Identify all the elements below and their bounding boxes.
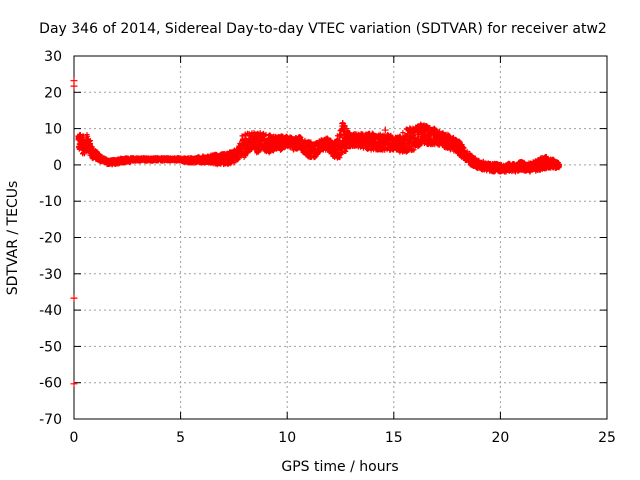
y-tick-label: -20 [39, 231, 62, 247]
x-tick-label: 25 [598, 430, 616, 446]
data-point [85, 133, 91, 139]
y-tick-label: -30 [39, 267, 62, 283]
y-tick-label: -40 [39, 303, 62, 319]
grid-layer [74, 56, 607, 419]
x-tick-label: 15 [385, 430, 403, 446]
chart-title: Day 346 of 2014, Sidereal Day-to-day VTE… [39, 21, 607, 37]
y-tick-label: 20 [44, 85, 62, 101]
y-tick-label: -10 [39, 194, 62, 210]
outlier-point [70, 380, 78, 388]
x-tick-label: 20 [491, 430, 509, 446]
y-tick-label: -70 [39, 412, 62, 428]
y-axis-label: SDTVAR / TECUs [5, 181, 21, 296]
outlier-point [70, 294, 78, 302]
tick-label-layer: 30 20 10 0 -10 -20 -30 -40 -50 -60 -70 0 5 10 15 20 25 [39, 49, 616, 446]
x-axis-label: GPS time / hours [281, 459, 398, 475]
y-tick-label: 0 [53, 158, 62, 174]
y-tick-label: -60 [39, 376, 62, 392]
x-tick-label: 0 [70, 430, 79, 446]
x-tick-label: 10 [278, 430, 296, 446]
data-point [343, 148, 349, 154]
tick-mark-layer [73, 55, 608, 420]
outlier-point [70, 82, 78, 90]
y-tick-label: 10 [44, 122, 62, 138]
x-tick-label: 5 [176, 430, 185, 446]
y-tick-label: 30 [44, 49, 62, 65]
y-tick-label: -50 [39, 339, 62, 355]
data-layer [70, 77, 563, 388]
